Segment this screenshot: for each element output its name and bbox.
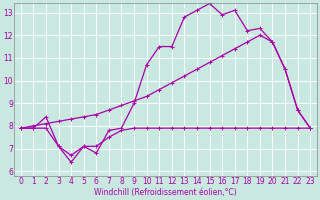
X-axis label: Windchill (Refroidissement éolien,°C): Windchill (Refroidissement éolien,°C) [94,188,237,197]
